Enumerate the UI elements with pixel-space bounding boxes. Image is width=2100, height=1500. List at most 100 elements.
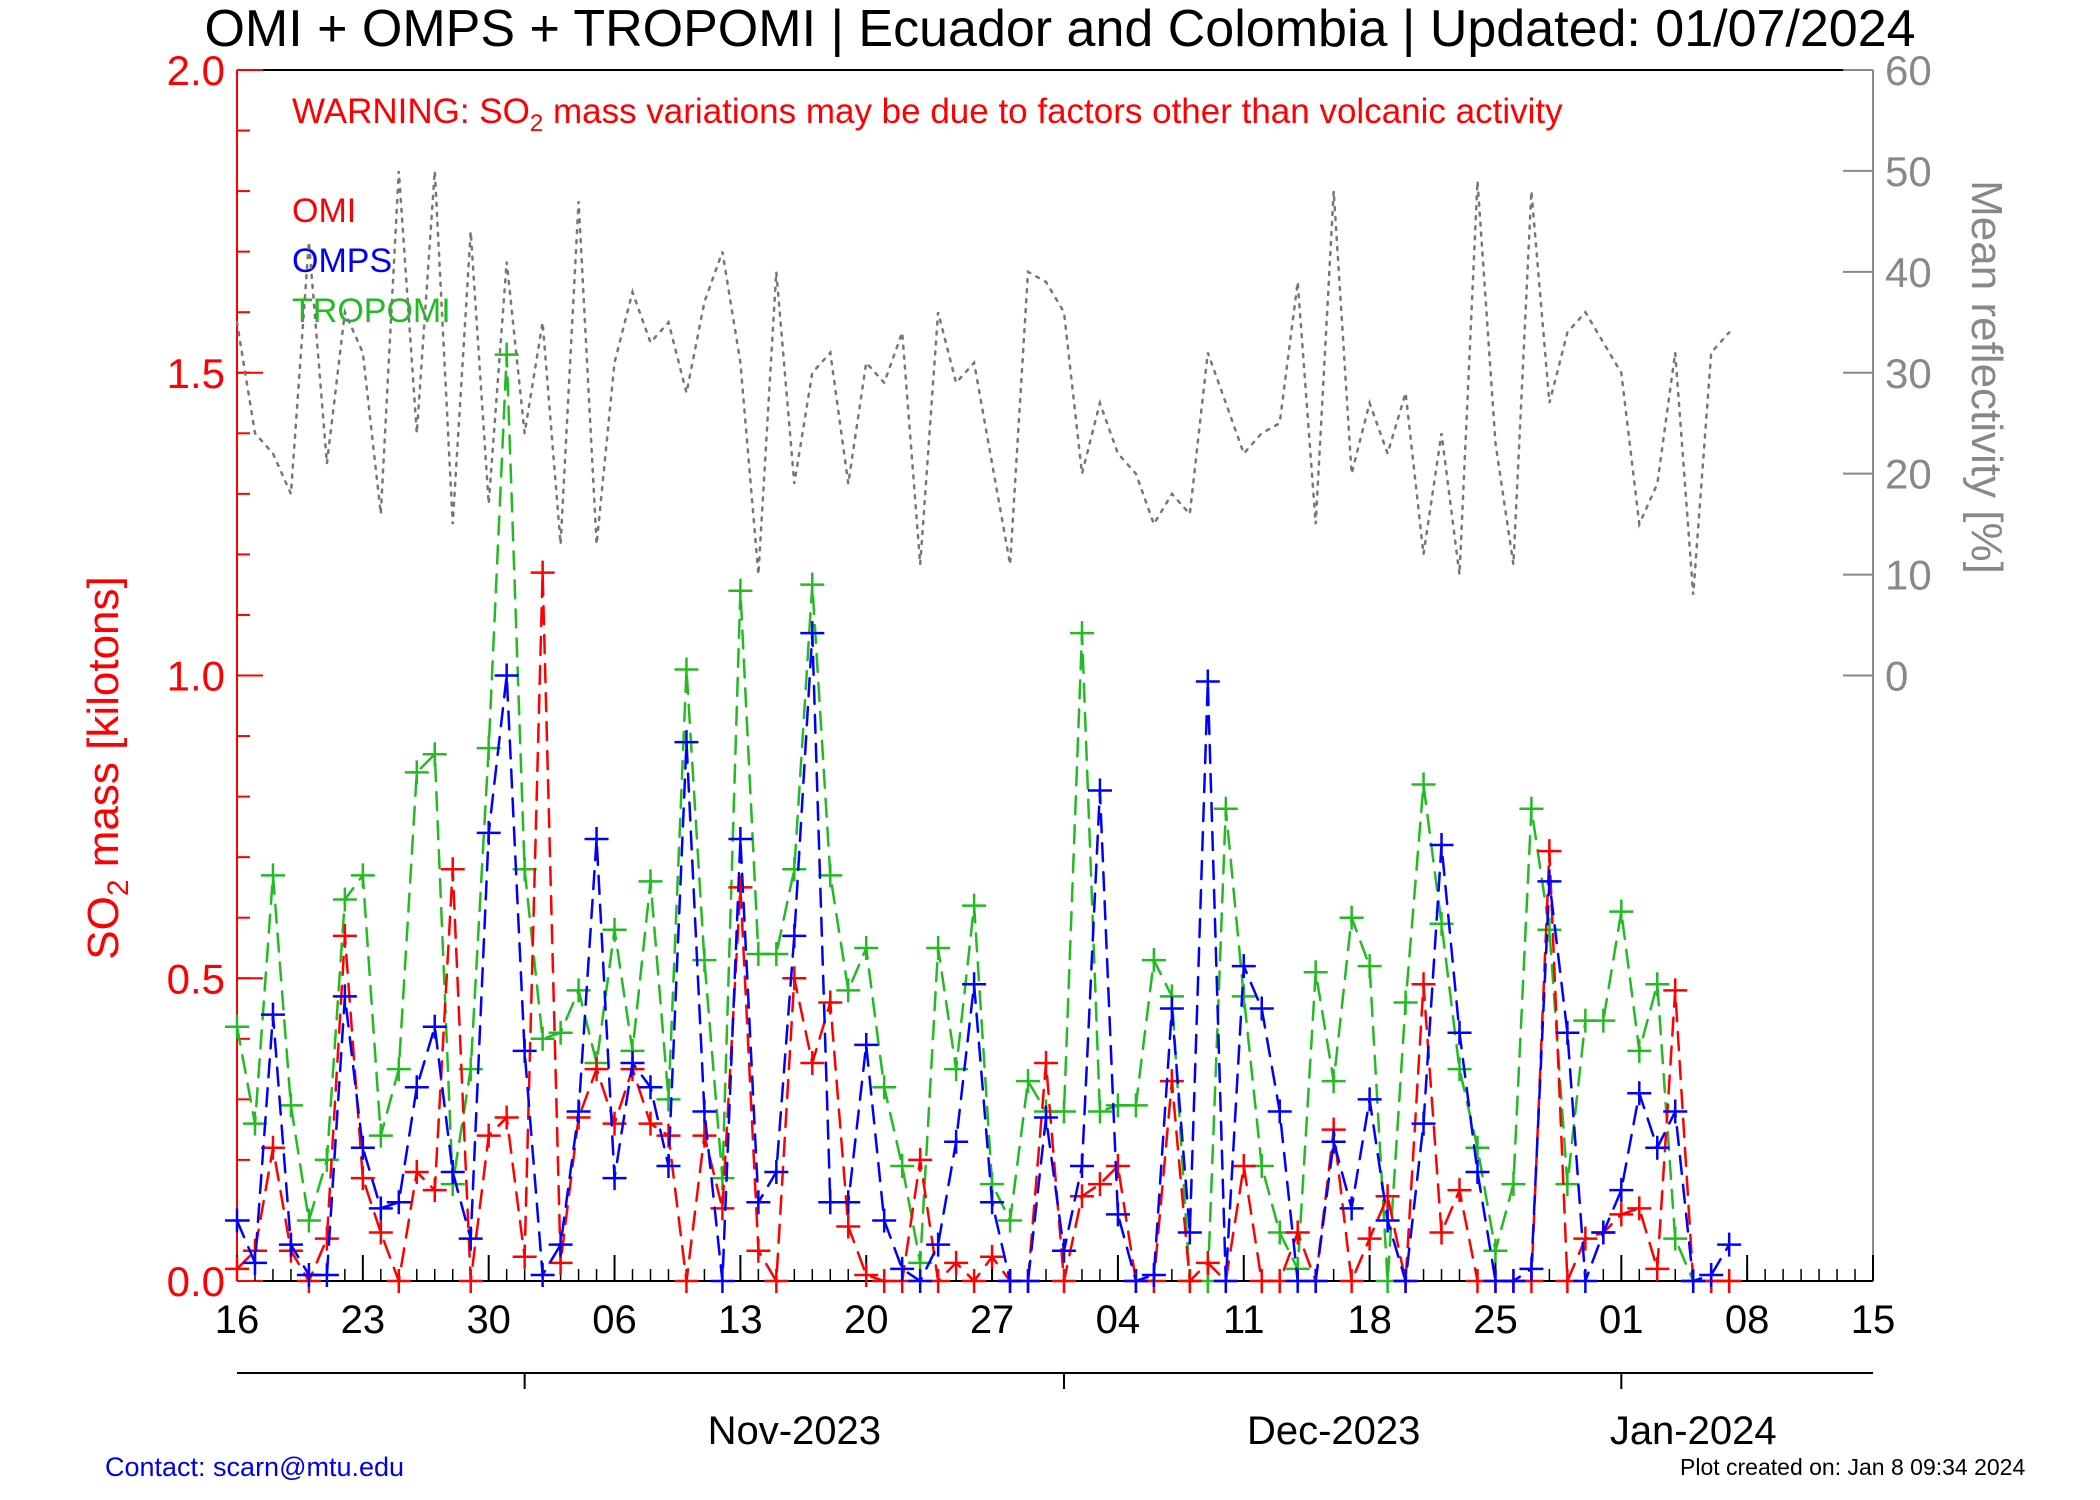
y2-tick-label: 20 (1885, 451, 1932, 498)
data-point-omi (1609, 1202, 1634, 1227)
data-point-omi (1627, 1196, 1652, 1221)
y2-tick-label: 50 (1885, 148, 1932, 195)
data-point-omps (854, 1032, 879, 1057)
x-tick-label: 08 (1725, 1298, 1770, 1342)
data-point-omi (692, 1123, 717, 1148)
data-point-omps (1411, 1111, 1436, 1136)
data-point-omps (1555, 1020, 1580, 1045)
data-point-omi (638, 1111, 663, 1136)
data-point-omps (926, 1232, 951, 1257)
y-tick-label: 2.0 (167, 47, 225, 94)
data-point-omps (314, 1262, 339, 1287)
data-point-omps (1699, 1262, 1724, 1287)
data-point-omi (1357, 1226, 1382, 1251)
month-label: Dec-2023 (1247, 1409, 1420, 1453)
data-point-omps (872, 1208, 897, 1233)
data-point-omps (1123, 1269, 1148, 1293)
data-point-omi (746, 1238, 771, 1263)
data-point-omps (764, 1160, 789, 1185)
y-tick-label: 1.0 (167, 653, 225, 700)
data-point-tropomi (962, 893, 987, 918)
x-tick-label: 01 (1599, 1298, 1644, 1342)
data-point-omps (620, 1051, 645, 1076)
chart-title: OMI + OMPS + TROPOMI | Ecuador and Colom… (204, 0, 1915, 58)
data-point-omi (764, 1269, 789, 1293)
data-point-tropomi (1483, 1238, 1508, 1263)
data-point-omi (260, 1135, 285, 1160)
series-layer (225, 170, 1742, 1293)
data-point-tropomi (476, 736, 501, 761)
data-point-tropomi (1123, 1093, 1148, 1118)
data-point-omps (980, 1190, 1005, 1215)
data-point-tropomi (1609, 899, 1634, 924)
series-omps (225, 621, 1742, 1293)
data-point-tropomi (998, 1208, 1023, 1233)
data-point-tropomi (422, 742, 447, 767)
ylabel-suffix: mass [kilotons] (79, 576, 128, 879)
data-point-omps (584, 826, 609, 851)
data-point-tropomi (1501, 1172, 1526, 1197)
data-point-tropomi (1321, 1069, 1346, 1094)
data-point-tropomi (1357, 954, 1382, 979)
data-point-omps (1375, 1208, 1400, 1233)
data-point-omps (512, 1038, 537, 1063)
data-point-omps (746, 1190, 771, 1215)
data-point-omi (1159, 1069, 1184, 1094)
data-point-tropomi (350, 863, 375, 888)
data-point-omps (944, 1129, 969, 1154)
data-point-omi (980, 1244, 1005, 1269)
data-point-omi (962, 1269, 987, 1293)
data-point-omps (836, 1190, 861, 1215)
series-line-omps (235, 633, 1731, 1283)
contact-text: Contact: scarn@mtu.edu (105, 1452, 405, 1482)
data-point-omi (404, 1160, 429, 1185)
data-point-tropomi (1303, 960, 1328, 985)
warning-text: WARNING: SO2 mass variations may be due … (292, 92, 1563, 137)
legend-omi: OMI (292, 192, 356, 230)
data-point-tropomi (278, 1093, 303, 1118)
series-tropomi (225, 342, 1742, 1293)
data-point-omps (494, 663, 519, 688)
created-timestamp: Plot created on: Jan 8 09:34 2024 (1680, 1454, 2026, 1480)
data-point-omi (476, 1123, 501, 1148)
data-point-omps (1177, 1220, 1202, 1245)
data-point-tropomi (800, 572, 825, 597)
x-tick-label: 15 (1851, 1298, 1896, 1342)
data-point-omi (440, 857, 465, 882)
data-point-omps (476, 820, 501, 845)
data-point-tropomi (404, 760, 429, 785)
data-point-omps (1573, 1269, 1598, 1293)
month-label: Jan-2024 (1610, 1409, 1777, 1453)
data-point-omps (1465, 1160, 1490, 1185)
data-point-omps (386, 1190, 411, 1215)
data-point-tropomi (548, 1020, 573, 1045)
data-point-omps (530, 1262, 555, 1287)
x-tick-label: 20 (844, 1298, 889, 1342)
ylabel-subscript: 2 (102, 879, 135, 896)
x-tick-label: 30 (466, 1298, 511, 1342)
legend: OMI OMPS TROPOMI (292, 192, 451, 330)
y2-tick-label: 60 (1885, 47, 1932, 94)
warning-suffix: mass variations may be due to factors ot… (543, 92, 1563, 131)
y-tick-label: 1.5 (167, 350, 225, 397)
data-point-tropomi (1087, 1099, 1112, 1124)
warning-prefix: WARNING: SO (292, 92, 530, 131)
data-point-omps (692, 1099, 717, 1124)
data-point-omi (854, 1262, 879, 1287)
data-point-omi (530, 560, 555, 585)
data-point-omps (1267, 1099, 1292, 1124)
data-point-omps (1717, 1232, 1742, 1257)
data-point-omi (674, 1269, 699, 1293)
data-point-omi (386, 1269, 411, 1293)
series-line-omi (235, 572, 1731, 1286)
data-point-tropomi (368, 1123, 393, 1148)
data-point-omps (602, 1166, 627, 1191)
data-point-omps (1195, 669, 1220, 694)
data-point-omi (1411, 972, 1436, 997)
data-point-omps (1537, 869, 1562, 894)
data-point-omi (1195, 1250, 1220, 1275)
data-point-omps (1141, 1262, 1166, 1287)
y-axis-label: SO2 mass [kilotons] (79, 576, 135, 959)
data-point-omi (1663, 978, 1688, 1003)
data-point-omps (1231, 954, 1256, 979)
